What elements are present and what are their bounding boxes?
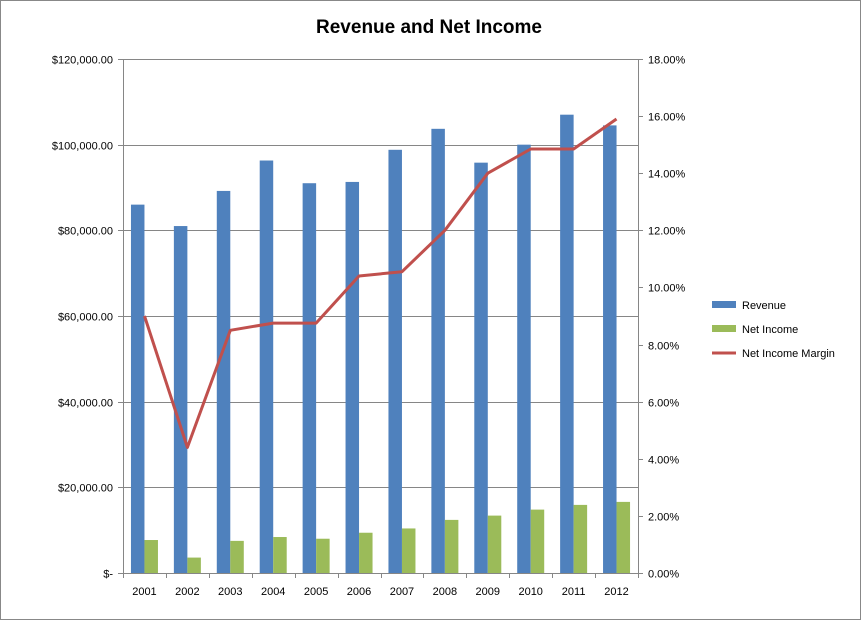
right-axis-tick-label: 12.00% xyxy=(648,226,686,238)
x-axis-tick-label: 2001 xyxy=(132,586,156,598)
legend-swatch-net-income xyxy=(712,325,736,332)
x-axis-tick-label: 2011 xyxy=(562,586,586,598)
right-axis-tick-label: 16.00% xyxy=(648,112,686,124)
revenue-bar xyxy=(388,149,402,573)
left-axis-tick-label: $100,000.00 xyxy=(52,141,113,153)
left-axis-tick-label: $80,000.00 xyxy=(58,226,113,238)
revenue-bar xyxy=(130,204,145,573)
net-income-bar xyxy=(230,540,244,573)
x-axis-tick-label: 2012 xyxy=(604,586,628,598)
x-axis-tick-label: 2010 xyxy=(518,586,542,598)
revenue-bar xyxy=(603,125,617,574)
net-income-bar xyxy=(401,528,416,573)
line-series xyxy=(143,117,618,449)
revenue-bar xyxy=(517,144,531,573)
legend: Revenue Net Income Net Income Margin xyxy=(712,300,835,360)
x-axis-tick-label: 2005 xyxy=(304,586,328,598)
chart-title: Revenue and Net Income xyxy=(316,17,542,38)
revenue-bar xyxy=(173,226,188,574)
revenue-bar xyxy=(302,183,317,573)
net-income-bar xyxy=(444,519,459,573)
right-axis-tick-label: 10.00% xyxy=(648,283,686,295)
left-axis-tick-label: $20,000.00 xyxy=(58,483,113,495)
x-axis-tick-label: 2008 xyxy=(433,586,457,598)
right-axis-tick-label: 6.00% xyxy=(648,398,679,410)
left-axis-tick-label: $40,000.00 xyxy=(58,398,113,410)
axes: $- $20,000.00 $40,000.00 $60,000.00 $80,000.… xyxy=(52,55,686,599)
right-axis-tick-label: 8.00% xyxy=(648,341,679,353)
net-income-bar xyxy=(187,557,201,573)
net-income-bar xyxy=(273,537,287,573)
right-axis-tick-label: 0.00% xyxy=(648,569,679,581)
revenue-bar xyxy=(474,162,488,573)
net-income-bar xyxy=(616,501,631,573)
legend-swatch-revenue xyxy=(712,301,736,308)
x-axis-tick-label: 2003 xyxy=(218,586,242,598)
revenue-bar xyxy=(216,190,231,573)
revenue-bar xyxy=(345,181,360,573)
legend-label-net-income: Net Income xyxy=(742,324,798,336)
net-income-bar xyxy=(530,509,545,573)
x-axis-tick-label: 2004 xyxy=(261,586,285,598)
legend-label-net-income-margin: Net Income Margin xyxy=(742,348,835,360)
right-axis-tick-label: 18.00% xyxy=(648,55,686,67)
x-axis-tick-label: 2006 xyxy=(347,586,371,598)
legend-label-revenue: Revenue xyxy=(742,300,786,312)
left-axis-tick-label: $- xyxy=(103,569,113,581)
right-axis-tick-label: 14.00% xyxy=(648,169,686,181)
right-axis-tick-label: 4.00% xyxy=(648,455,679,467)
net-income-bar xyxy=(144,540,158,573)
x-axis-tick-label: 2007 xyxy=(390,586,414,598)
bars xyxy=(130,114,631,574)
net-income-bar xyxy=(573,504,588,573)
x-axis-tick-label: 2002 xyxy=(175,586,199,598)
net-income-bar xyxy=(487,515,502,573)
gridlines xyxy=(123,59,638,488)
revenue-bar xyxy=(431,128,445,573)
left-axis-tick-label: $120,000.00 xyxy=(52,55,113,67)
net-income-margin-line xyxy=(143,117,618,449)
net-income-bar xyxy=(316,538,330,573)
left-axis-tick-label: $60,000.00 xyxy=(58,312,113,324)
net-income-bar xyxy=(359,532,373,573)
x-axis-tick-label: 2009 xyxy=(476,586,500,598)
revenue-bar xyxy=(259,160,274,573)
right-axis-tick-label: 2.00% xyxy=(648,512,679,524)
revenue-bar xyxy=(560,114,574,573)
